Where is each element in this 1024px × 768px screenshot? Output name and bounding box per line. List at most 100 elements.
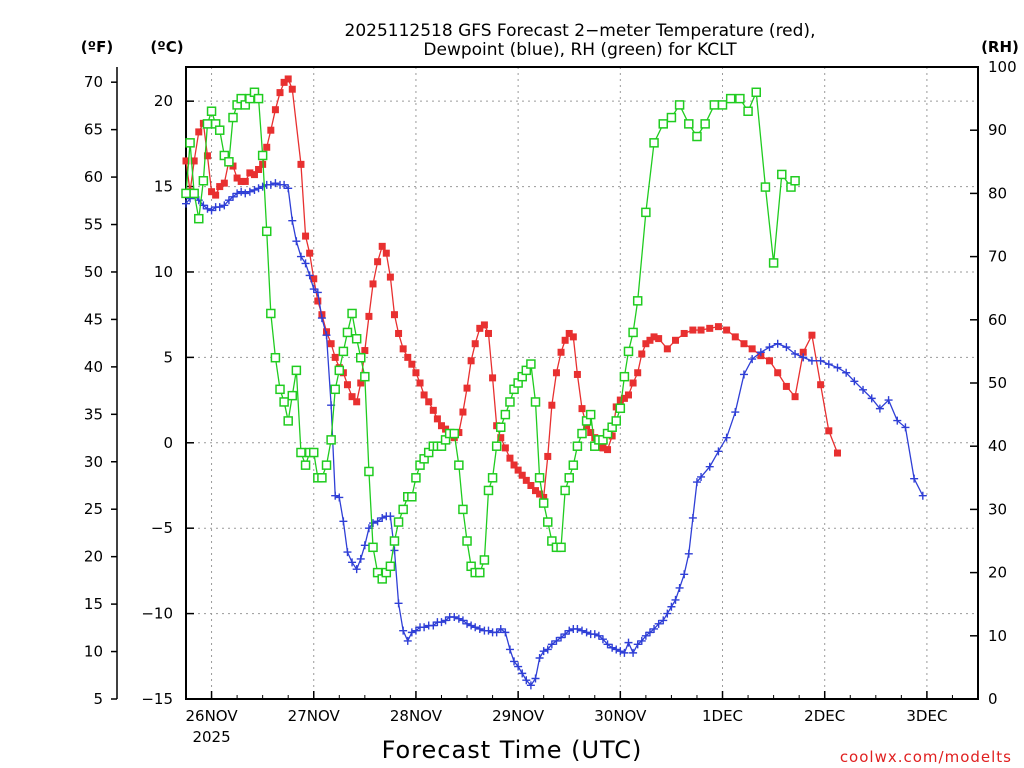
2-meter-temperature-point (552, 369, 560, 377)
rh-tick-label: 10 (988, 627, 1007, 645)
2-meter-temperature-point (782, 382, 790, 390)
2-meter-temperature-point (663, 345, 671, 353)
2-meter-temperature-point (420, 391, 428, 399)
rh-point (666, 112, 677, 123)
dewpoint-point (578, 626, 586, 635)
dewpoint-point (229, 192, 238, 201)
rh-point (185, 138, 195, 148)
rh-point (479, 555, 490, 565)
rh-unit-label: (RH) (981, 38, 1019, 56)
dewpoint-point (722, 433, 731, 442)
rh-point (632, 296, 643, 306)
dewpoint-point (594, 631, 603, 640)
dewpoint-point (407, 628, 416, 637)
2-meter-temperature-point (255, 165, 263, 173)
2-meter-temperature-point (216, 183, 224, 191)
dewpoint-point (501, 628, 510, 637)
2-meter-temperature-point (672, 336, 680, 344)
2-meter-temperature-point (365, 312, 373, 320)
rh-point (198, 176, 209, 186)
rh-point (385, 561, 396, 572)
2-meter-temperature-point (497, 434, 505, 442)
dewpoint-point (756, 348, 765, 357)
rh-point (790, 176, 800, 186)
dewpoint-point (437, 618, 446, 627)
dewpoint-point (608, 643, 617, 652)
2-meter-temperature-point (357, 379, 365, 387)
2-meter-temperature-point (766, 357, 774, 365)
dewpoint-point (731, 408, 740, 417)
2-meter-temperature-point (573, 370, 581, 378)
2-meter-temperature-point (241, 177, 249, 185)
dewpoint-point (450, 613, 459, 622)
dewpoint-point (522, 676, 531, 685)
2-meter-temperature-point (680, 329, 688, 337)
dewpoint-point (663, 609, 672, 618)
2-meter-temperature-point (540, 493, 548, 501)
2-meter-temperature-point (233, 174, 241, 182)
rh-point (692, 131, 702, 142)
rh-point (317, 473, 327, 483)
dewpoint-point (510, 657, 519, 666)
dewpoint-point (348, 558, 357, 567)
rh-point (560, 485, 570, 496)
credit-text: coolwx.com/modelts (840, 748, 1012, 766)
2-meter-temperature-point (280, 78, 288, 86)
dewpoint-point (271, 179, 280, 188)
rh-point (283, 416, 293, 426)
2-meter-temperature-point (808, 331, 816, 339)
dewpoint-point (233, 189, 242, 198)
2-meter-temperature-point (471, 340, 479, 348)
x-tick-label: 2DEC (804, 707, 845, 725)
rh-point (658, 119, 668, 129)
rh-point (181, 188, 191, 199)
dewpoint-point (492, 628, 501, 637)
dewpoint-point (739, 370, 748, 379)
rh-tick-label: 40 (988, 437, 1007, 455)
dewpoint-point (373, 517, 382, 526)
fahrenheit-tick-label: 55 (84, 216, 103, 234)
2-meter-temperature-point (650, 333, 658, 341)
dewpoint-point (390, 546, 399, 555)
dewpoint-point (266, 180, 275, 189)
dewpoint-point (842, 368, 851, 377)
dewpoint-point (629, 648, 638, 657)
rh-point (326, 435, 336, 445)
rh-point (505, 397, 515, 407)
2-meter-temperature-point (514, 466, 522, 474)
2-meter-temperature-point (382, 249, 390, 257)
rh-tick-label: 20 (988, 564, 1007, 582)
x-tick-label: 3DEC (906, 707, 947, 725)
2-meter-temperature-point (791, 393, 799, 401)
rh-tick-label: 100 (988, 58, 1017, 76)
dewpoint-point (220, 201, 229, 210)
2-meter-temperature-point (374, 258, 382, 266)
dewpoint-point (207, 206, 216, 215)
rh-point (308, 447, 319, 458)
dewpoint-point (241, 189, 250, 198)
dewpoint-point (850, 377, 859, 386)
dewpoint-point (552, 636, 561, 645)
2-meter-temperature-point (246, 169, 254, 177)
dewpoint-point (224, 196, 233, 205)
dewpoint-point (654, 619, 663, 628)
dewpoint-point (667, 602, 676, 611)
rh-point (585, 409, 596, 420)
x-tick-label: 29NOV (492, 707, 545, 725)
2-meter-temperature-point (271, 106, 279, 114)
rh-point (491, 441, 502, 451)
dewpoint-point (671, 595, 680, 604)
rh-point (347, 308, 357, 319)
rh-point (534, 473, 545, 483)
rh-point (393, 517, 404, 527)
2-meter-temperature-point (731, 333, 739, 341)
rh-point (572, 441, 583, 451)
dewpoint-point (561, 630, 570, 639)
2-meter-temperature-point (489, 374, 497, 382)
dewpoint-point (403, 636, 412, 645)
dewpoint-point (582, 628, 591, 637)
2-meter-temperature-point (306, 249, 314, 257)
2-meter-temperature-point (343, 381, 351, 389)
dewpoint-point (467, 621, 476, 630)
dewpoint-point (496, 624, 505, 633)
